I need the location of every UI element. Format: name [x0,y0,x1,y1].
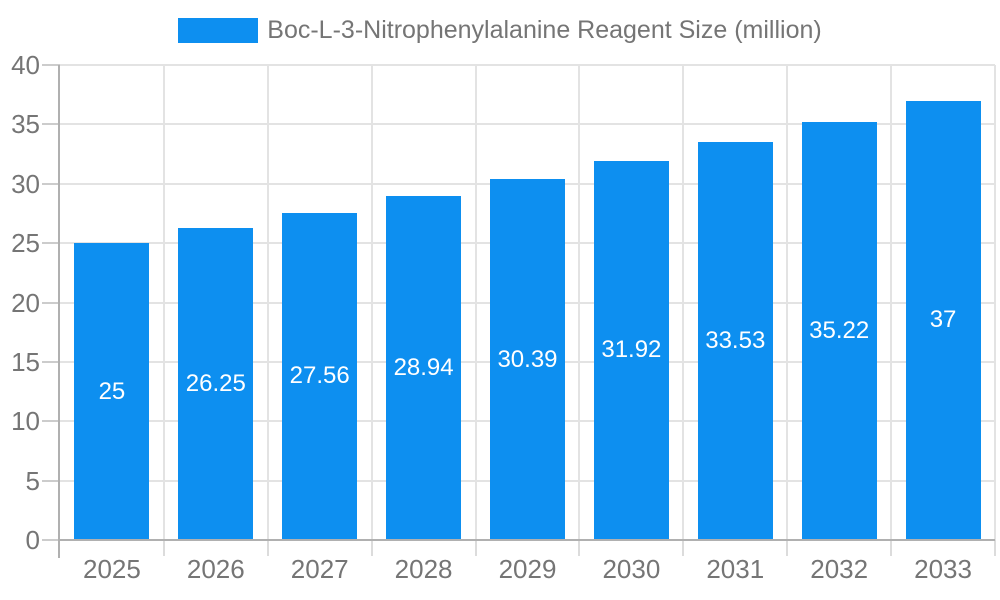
x-axis-tick [994,540,996,556]
y-axis-tick [42,123,60,126]
x-axis-tick [474,540,477,556]
y-axis-tick [42,64,60,66]
gridline-vertical [370,65,373,540]
gridline-vertical [786,65,789,540]
bar-value-label: 30.39 [497,345,558,373]
y-axis-label: 5 [25,465,40,496]
y-axis-label: 25 [11,228,40,259]
y-axis-tick [42,301,60,304]
x-axis-label: 2028 [394,554,453,584]
bar[interactable] [697,141,773,540]
x-axis-tick [162,540,165,556]
x-axis-label: 2032 [810,554,869,584]
x-axis-label: 2025 [83,554,141,584]
gridline-vertical [474,65,477,540]
gridline-vertical [578,65,581,540]
bar-value-label: 31.92 [601,336,662,364]
legend-swatch[interactable] [178,17,259,43]
x-axis-label: 2033 [914,554,972,584]
x-axis-tick [370,540,373,556]
bar[interactable] [386,196,462,540]
gridline-vertical [994,65,996,540]
y-axis-tick [42,420,60,423]
y-axis-label: 30 [11,168,40,199]
y-axis-tick [42,182,60,185]
bar[interactable] [593,160,669,540]
bar-value-label: 33.53 [705,326,766,354]
y-axis-tick [42,479,60,482]
y-axis-label: 10 [11,406,40,437]
bar[interactable] [905,100,981,540]
bar-value-label: 28.94 [393,354,454,382]
x-axis-tick [786,540,789,556]
bar-value-label: 35.22 [809,316,870,344]
y-axis-label: 40 [11,50,40,80]
gridline-horizontal [60,64,995,66]
bar-value-label: 27.56 [289,362,350,390]
y-axis-label: 15 [11,346,40,377]
gridline-horizontal [60,123,995,126]
x-axis-tick [266,540,269,556]
bar-value-label: 26.25 [185,370,246,398]
bar-value-label: 25 [98,377,126,405]
x-axis-tick [890,540,893,556]
y-axis-line [58,65,60,558]
chart-legend[interactable]: Boc-L-3-Nitrophenylalanine Reagent Size … [0,15,1000,45]
bar[interactable] [801,121,877,540]
gridline-vertical [162,65,165,540]
x-axis-tick [578,540,581,556]
y-axis-label: 20 [11,287,40,318]
x-axis-label: 2031 [706,554,765,584]
y-axis-tick [42,539,60,541]
y-axis-label: 35 [11,109,40,140]
bar-value-label: 37 [929,306,957,334]
gridline-vertical [890,65,893,540]
bar[interactable] [74,243,150,540]
x-axis-line [58,539,995,541]
y-axis-tick [42,360,60,363]
bar[interactable] [490,179,565,540]
x-axis-label: 2030 [602,554,661,584]
x-axis-label: 2029 [498,554,557,584]
gridline-vertical [266,65,269,540]
gridline-vertical [682,65,685,540]
x-axis-label: 2027 [290,554,349,584]
y-axis-tick [42,242,60,245]
y-axis-label: 0 [25,525,40,555]
bar[interactable] [282,212,358,540]
legend-label[interactable]: Boc-L-3-Nitrophenylalanine Reagent Size … [267,16,822,44]
x-axis-label: 2026 [186,554,245,584]
x-axis-tick [682,540,685,556]
bar[interactable] [178,228,254,540]
